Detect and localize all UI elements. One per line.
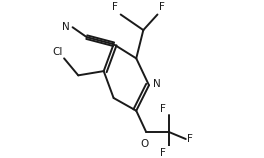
Text: N: N — [62, 22, 70, 32]
Text: F: F — [160, 148, 166, 158]
Text: F: F — [112, 2, 118, 12]
Text: F: F — [187, 134, 193, 144]
Text: F: F — [159, 2, 165, 12]
Text: N: N — [153, 79, 161, 89]
Text: F: F — [160, 103, 166, 114]
Text: O: O — [141, 139, 149, 149]
Text: Cl: Cl — [52, 47, 63, 57]
